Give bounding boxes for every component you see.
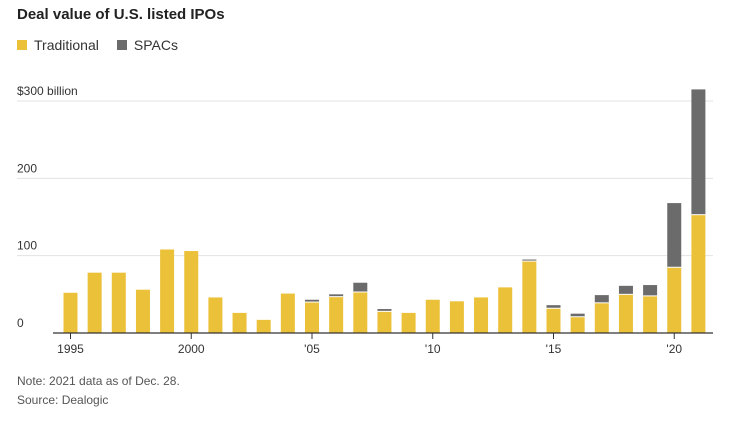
bar-spacs-2006 <box>329 294 344 297</box>
y-tick-label-100: 100 <box>17 239 37 253</box>
bar-traditional-2003 <box>256 319 271 333</box>
bar-traditional-1996 <box>87 272 102 333</box>
bar-traditional-2009 <box>401 312 416 333</box>
legend-swatch-traditional <box>17 40 27 50</box>
y-tick-label-200: 200 <box>17 161 37 175</box>
legend-label-spacs: SPACs <box>133 37 178 53</box>
bar-traditional-1999 <box>160 249 175 333</box>
bar-traditional-2006 <box>329 296 344 333</box>
bar-traditional-1995 <box>63 292 78 333</box>
legend-label-traditional: Traditional <box>34 37 99 53</box>
x-tick-label-2010: '10 <box>425 342 441 356</box>
legend: Traditional SPACs <box>17 36 196 54</box>
bar-traditional-2018 <box>618 294 633 333</box>
bar-traditional-2016 <box>570 316 585 333</box>
bar-traditional-2010 <box>425 299 440 333</box>
legend-swatch-spacs <box>116 40 127 50</box>
bar-spacs-2008 <box>377 309 392 312</box>
bar-spacs-2018 <box>618 285 633 295</box>
bar-spacs-2014 <box>522 259 537 262</box>
bar-spacs-2005 <box>305 299 319 303</box>
bar-spacs-2017 <box>594 295 609 303</box>
bar-spacs-2016 <box>570 313 585 317</box>
bar-traditional-2017 <box>594 302 609 333</box>
x-tick-label-2020: '20 <box>666 342 682 356</box>
y-tick-label-300: $300 billion <box>17 84 78 98</box>
y-tick-label-0: 0 <box>17 316 24 330</box>
bar-traditional-2014 <box>522 261 537 333</box>
legend-item-spacs: SPACs <box>116 37 178 53</box>
plot-area: $300 billion 200 100 0 1995 2000 '05 '10 '15 '20 <box>17 84 713 356</box>
x-tick-label-2005: '05 <box>304 342 320 356</box>
bar-spacs-2007 <box>353 282 368 293</box>
bar-traditional-2008 <box>377 311 392 333</box>
bar-traditional-2020 <box>667 267 682 333</box>
x-tick-label-2015: '15 <box>546 342 562 356</box>
bar-traditional-2005 <box>305 302 319 333</box>
bar-spacs-2015 <box>546 305 561 309</box>
bar-traditional-2015 <box>546 308 561 333</box>
bar-traditional-2019 <box>643 295 658 333</box>
bar-traditional-2001 <box>208 297 223 333</box>
chart-title: Deal value of U.S. listed IPOs <box>17 6 225 23</box>
bar-traditional-2011 <box>449 301 464 333</box>
bar-traditional-2004 <box>280 293 295 333</box>
x-tick-label-1995: 1995 <box>57 342 84 356</box>
bar-traditional-2021 <box>691 214 706 333</box>
bar-traditional-1997 <box>111 272 126 333</box>
bar-traditional-2007 <box>353 292 368 333</box>
bar-traditional-2013 <box>498 287 513 333</box>
bar-traditional-2000 <box>184 251 199 333</box>
bar-traditional-2012 <box>474 297 489 333</box>
bar-spacs-2019 <box>643 285 658 296</box>
legend-item-traditional: Traditional <box>17 37 99 53</box>
footnote-source: Source: Dealogic <box>17 393 109 407</box>
bar-traditional-1998 <box>135 289 150 333</box>
footnote-note: Note: 2021 data as of Dec. 28. <box>17 374 180 388</box>
x-tick-label-2000: 2000 <box>178 342 205 356</box>
bar-traditional-2002 <box>232 312 247 333</box>
bar-spacs-2020 <box>667 203 682 268</box>
bar-spacs-2021 <box>691 89 706 215</box>
footnotes: Note: 2021 data as of Dec. 28. Source: D… <box>17 372 180 410</box>
